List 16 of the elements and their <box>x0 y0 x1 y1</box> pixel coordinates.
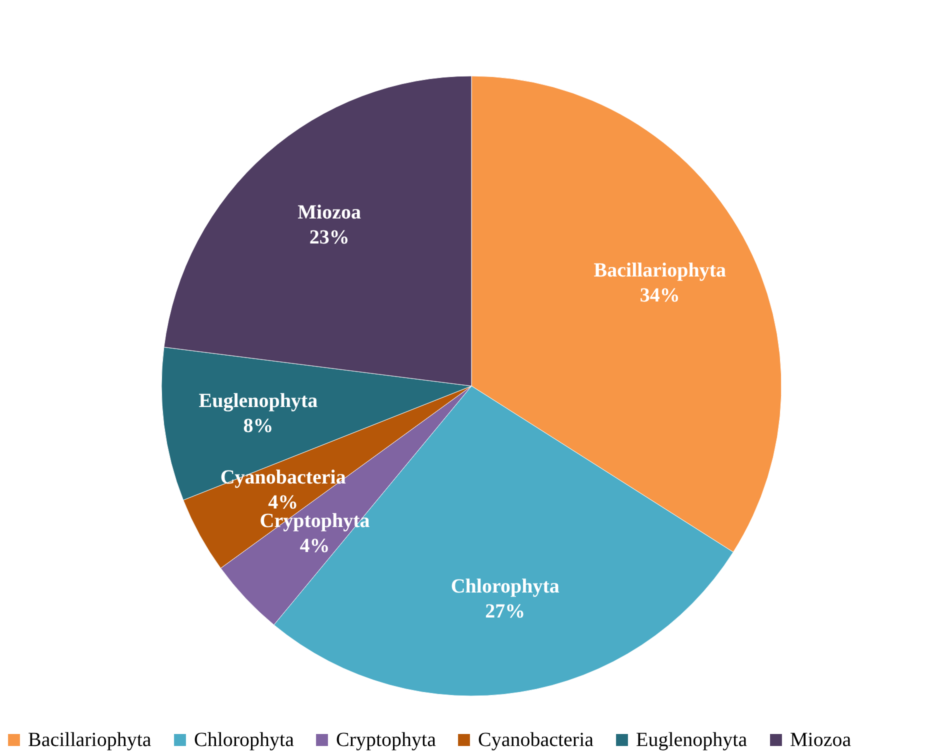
slice-label: Euglenophyta <box>198 390 318 412</box>
legend-label: Euglenophyta <box>636 729 748 751</box>
slice-label: Bacillariophyta <box>594 259 726 282</box>
slice-label: Miozoa <box>298 202 361 224</box>
data-label: 8% <box>243 414 274 437</box>
legend-label: Cyanobacteria <box>478 729 594 751</box>
data-label: 27% <box>485 600 526 622</box>
data-label: 4% <box>300 535 330 558</box>
data-label: 23% <box>309 226 350 249</box>
legend-label: Miozoa <box>790 729 852 751</box>
legend-label: Chlorophyta <box>194 729 294 751</box>
slice-label: Chlorophyta <box>450 575 560 598</box>
data-label: 34% <box>640 284 680 306</box>
data-label: 4% <box>268 492 298 514</box>
legend-label: Cryptophyta <box>336 729 436 751</box>
legend-label: Bacillariophyta <box>28 729 152 751</box>
